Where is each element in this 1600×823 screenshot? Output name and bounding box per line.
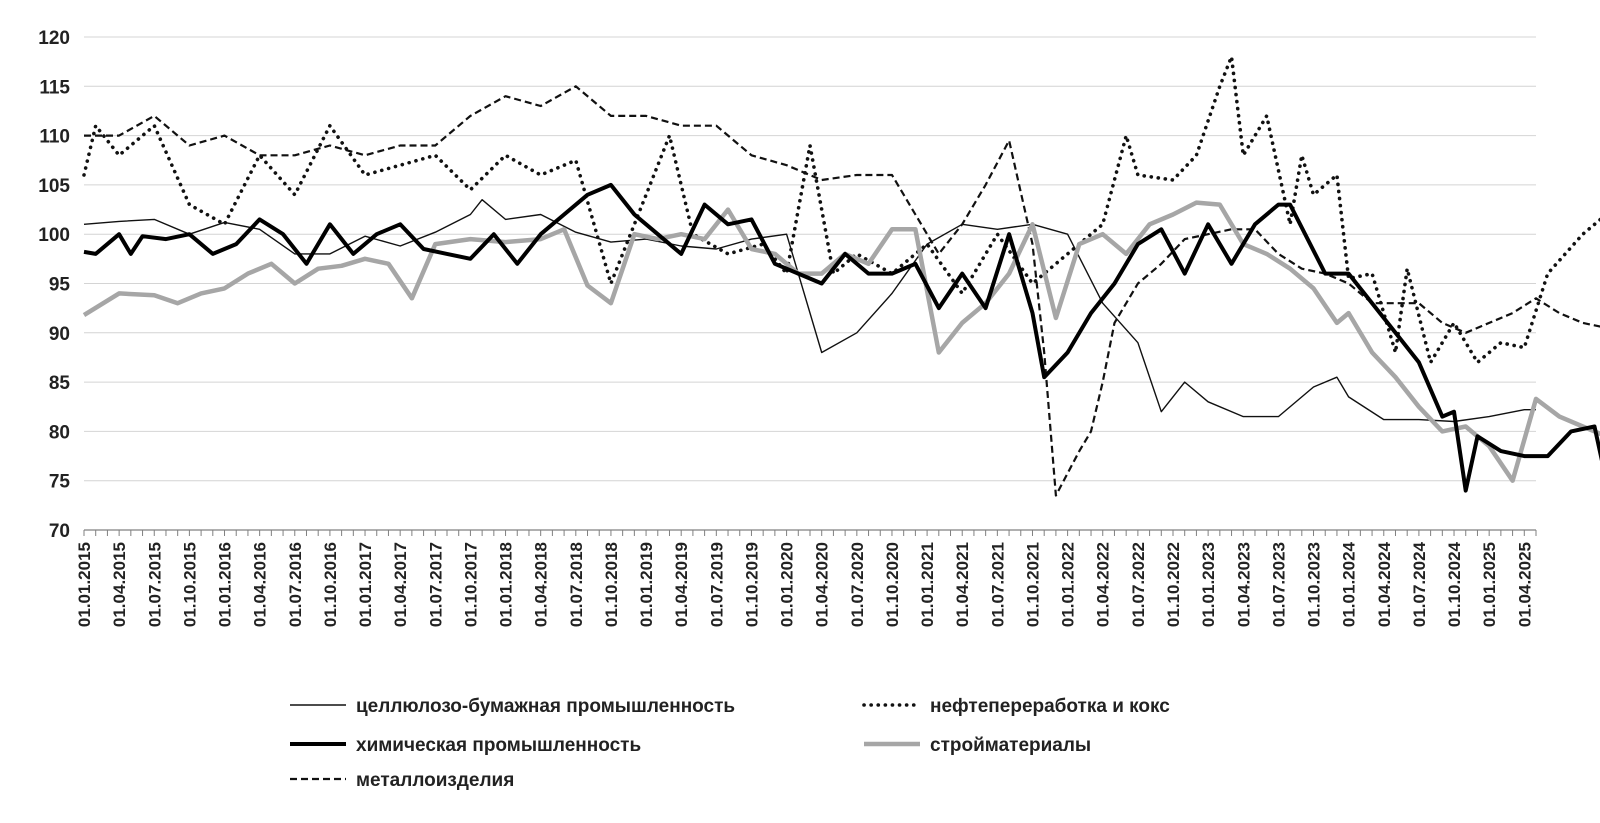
x-tick-label: 01.07.2015 (145, 542, 164, 627)
x-tick-label: 01.01.2017 (356, 542, 375, 627)
legend-label: целлюлозо-бумажная промышленность (356, 696, 735, 717)
x-tick-label: 01.01.2015 (75, 542, 94, 627)
x-tick-label: 01.01.2021 (918, 542, 937, 627)
x-tick-label: 01.04.2025 (1515, 542, 1534, 627)
legend-item: целлюлозо-бумажная промышленность (290, 696, 735, 717)
x-tick-label: 01.01.2025 (1480, 542, 1499, 627)
x-tick-label: 01.01.2023 (1199, 542, 1218, 627)
series-line-2 (82, 54, 1600, 365)
legend-label: металлоизделия (356, 770, 514, 791)
y-tick-label: 80 (49, 422, 70, 443)
x-axis-tick-labels: 01.01.2015 01.04.2015 01.07.2015 01.10.2015… (75, 541, 1534, 627)
legend-item: стройматериалы (864, 735, 1091, 756)
series-lines (82, 54, 1600, 497)
legend-label: стройматериалы (930, 735, 1091, 756)
series-line-5 (84, 85, 1600, 497)
x-tick-label: 01.10.2021 (1023, 542, 1042, 627)
legend-item: нефтепереработка и кокс (862, 696, 1170, 717)
x-tick-label: 01.01.2024 (1340, 541, 1359, 627)
y-tick-label: 70 (49, 521, 70, 542)
legend-label: нефтепереработка и кокс (930, 696, 1170, 717)
x-tick-label: 01.10.2022 (1164, 542, 1183, 627)
y-axis-tick-labels: 70 75 80 85 90 95 100 105 110 115 120 (38, 28, 70, 542)
x-tick-label: 01.10.2016 (321, 542, 340, 627)
x-tick-label: 01.04.2015 (110, 542, 129, 627)
x-axis (83, 529, 1537, 536)
y-tick-label: 120 (38, 28, 70, 49)
x-tick-label: 01.10.2023 (1305, 542, 1324, 627)
x-tick-label: 01.01.2018 (497, 542, 516, 627)
series-line-1 (83, 199, 1536, 423)
x-tick-label: 01.07.2019 (707, 542, 726, 627)
legend: целлюлозо-бумажная промышленность нефтепе… (290, 696, 1170, 791)
y-tick-label: 95 (49, 275, 71, 296)
x-tick-label: 01.04.2018 (532, 542, 551, 627)
y-tick-label: 105 (38, 176, 70, 197)
y-tick-label: 85 (49, 373, 71, 394)
x-tick-label: 01.04.2024 (1375, 541, 1394, 627)
x-tick-label: 01.10.2024 (1445, 541, 1464, 627)
x-tick-label: 01.04.2022 (1094, 542, 1113, 627)
y-tick-label: 110 (39, 127, 70, 148)
x-tick-label: 01.01.2020 (778, 542, 797, 627)
x-tick-label: 01.10.2018 (602, 542, 621, 627)
x-tick-label: 01.07.2017 (426, 542, 445, 627)
y-tick-label: 115 (39, 77, 70, 98)
x-tick-label: 01.04.2017 (391, 542, 410, 627)
x-tick-label: 01.07.2022 (1129, 542, 1148, 627)
x-tick-label: 01.01.2019 (637, 542, 656, 627)
x-tick-label: 01.10.2017 (461, 542, 480, 627)
y-tick-label: 90 (49, 324, 70, 345)
x-tick-label: 01.07.2021 (988, 542, 1007, 627)
x-tick-label: 01.04.2023 (1234, 542, 1253, 627)
x-tick-label: 01.01.2022 (1059, 542, 1078, 627)
series-line-3 (83, 182, 1600, 493)
x-tick-label: 01.01.2016 (216, 542, 235, 627)
y-tick-label: 100 (38, 225, 70, 246)
y-tick-label: 75 (49, 472, 71, 493)
legend-item: металлоизделия (290, 770, 514, 791)
x-tick-label: 01.07.2018 (567, 542, 586, 627)
x-tick-label: 01.07.2016 (286, 542, 305, 627)
x-tick-label: 01.04.2021 (953, 542, 972, 627)
x-tick-label: 01.07.2020 (848, 542, 867, 627)
x-tick-label: 01.04.2020 (813, 542, 832, 627)
x-tick-label: 01.04.2019 (672, 542, 691, 627)
x-tick-label: 01.07.2023 (1269, 542, 1288, 627)
x-tick-label: 01.10.2015 (180, 542, 199, 627)
x-tick-label: 01.10.2020 (883, 542, 902, 627)
legend-label: химическая промышленность (356, 735, 641, 756)
x-tick-label: 01.04.2016 (251, 542, 270, 627)
x-tick-label: 01.10.2019 (742, 542, 761, 627)
x-tick-label: 01.07.2024 (1410, 541, 1429, 627)
legend-item: химическая промышленность (290, 735, 641, 756)
